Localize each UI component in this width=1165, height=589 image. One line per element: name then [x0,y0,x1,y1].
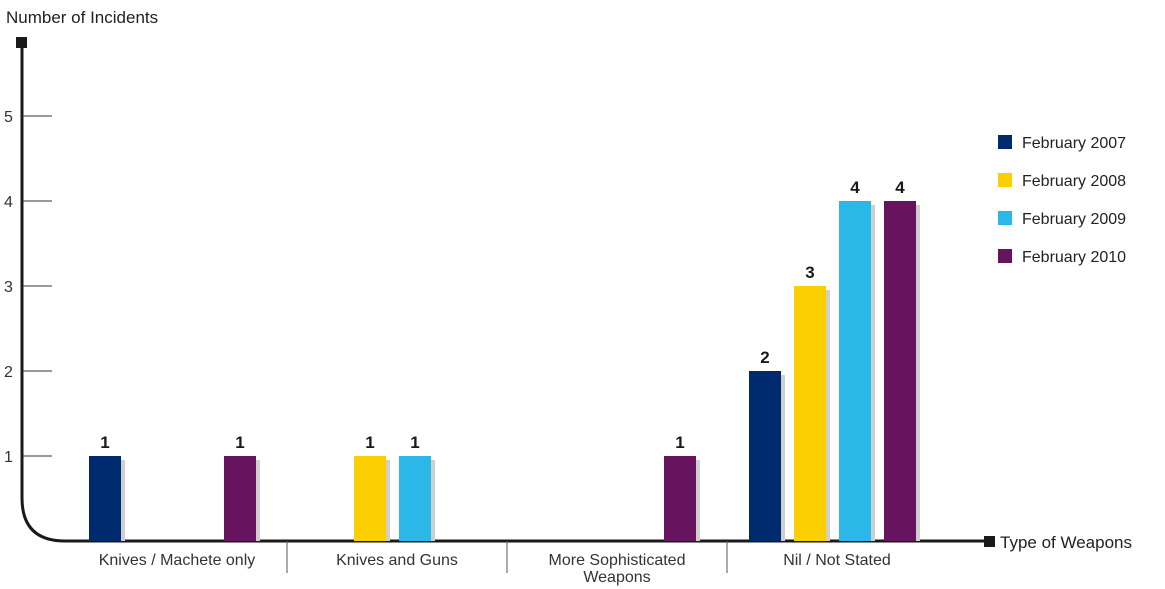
bar [664,456,696,541]
bar [749,371,781,541]
data-label: 2 [760,348,769,367]
x-tick-label: Nil / Not Stated [783,552,891,569]
axes: 1 2 3 4 5 Knives / Machete only Knives and Gun… [4,37,995,586]
legend-label: February 2007 [1022,135,1126,152]
data-label: 1 [100,433,109,452]
axis-line [20,42,985,543]
legend: February 2007 February 2008 February 2009 F… [998,135,1126,266]
x-tick-label: Knives and Guns [336,552,458,569]
legend-label: February 2010 [1022,249,1126,266]
data-label: 3 [805,263,814,282]
x-axis-end-marker [984,536,995,547]
legend-swatch [998,173,1012,187]
y-tick-label-5: 5 [4,109,13,126]
bar [354,456,386,541]
y-axis-title: Number of Incidents [6,8,158,27]
data-label: 4 [850,178,860,197]
bar [884,201,916,541]
bar [839,201,871,541]
x-tick-label: Knives / Machete only [99,552,256,569]
x-axis-title: Type of Weapons [1000,533,1132,552]
legend-swatch [998,211,1012,225]
data-label: 1 [675,433,684,452]
x-tick-label: More Sophisticated Weapons [549,552,686,586]
y-tick-label-4: 4 [4,194,13,211]
y-tick-label-2: 2 [4,364,13,381]
bar [224,456,256,541]
legend-swatch [998,135,1012,149]
bars-group: 1 1 1 1 1 2 3 4 4 [89,178,920,541]
data-label: 1 [365,433,374,452]
legend-swatch [998,249,1012,263]
legend-label: February 2008 [1022,173,1126,190]
y-tick-label-1: 1 [4,449,13,466]
bar [89,456,121,541]
data-label: 1 [410,433,419,452]
data-label: 1 [235,433,244,452]
legend-label: February 2009 [1022,211,1126,228]
y-axis-end-marker [16,37,27,48]
bar [399,456,431,541]
y-tick-label-3: 3 [4,279,13,296]
bar [794,286,826,541]
data-label: 4 [895,178,905,197]
